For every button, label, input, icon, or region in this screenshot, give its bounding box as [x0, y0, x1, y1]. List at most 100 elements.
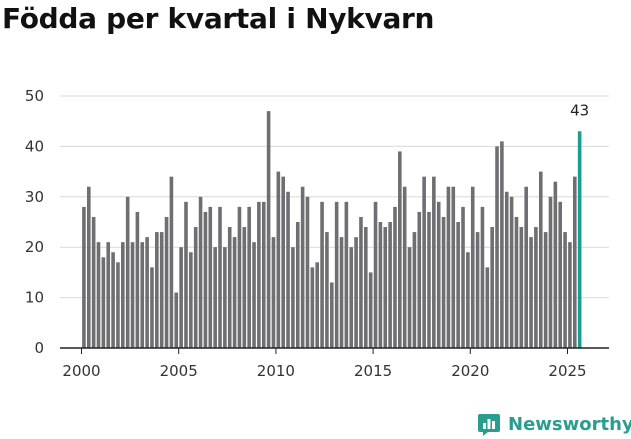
bar	[339, 237, 344, 348]
bar	[135, 211, 140, 348]
bar	[310, 267, 315, 348]
bar	[543, 232, 548, 348]
chart-icon	[478, 414, 500, 436]
bar	[432, 176, 436, 348]
bar	[218, 206, 222, 348]
bar	[368, 272, 373, 348]
bar	[295, 222, 300, 348]
bar	[130, 242, 135, 348]
bar	[271, 237, 276, 348]
bar	[232, 237, 237, 348]
bar	[184, 201, 188, 348]
bar	[223, 247, 227, 348]
bar	[325, 232, 329, 348]
bar	[490, 227, 494, 348]
bar-latest	[577, 131, 582, 348]
bar	[86, 186, 91, 348]
bar	[155, 232, 159, 348]
bar	[193, 227, 198, 348]
bar	[534, 227, 538, 348]
bar	[427, 211, 431, 348]
bar	[568, 242, 572, 348]
bar	[261, 201, 266, 348]
bar	[189, 252, 193, 348]
bar	[364, 227, 368, 348]
bar	[407, 247, 412, 348]
bar	[572, 176, 577, 348]
bar	[208, 206, 213, 348]
bar	[116, 262, 120, 348]
bar	[106, 242, 111, 348]
bar	[524, 186, 528, 348]
bar	[286, 191, 290, 348]
bar	[480, 206, 485, 348]
bar	[252, 242, 256, 348]
bar	[159, 232, 164, 348]
bar	[461, 206, 465, 348]
bar	[538, 171, 543, 348]
x-tick-label: 2000	[62, 362, 100, 380]
bar	[344, 201, 349, 348]
bar	[388, 222, 392, 348]
bar	[125, 196, 130, 348]
bar	[354, 237, 358, 348]
bar	[96, 242, 101, 348]
bar	[320, 201, 324, 348]
bar	[242, 227, 247, 348]
highlight-value-label: 43	[570, 101, 589, 119]
bar	[276, 171, 281, 348]
bar	[485, 267, 490, 348]
y-tick-label: 10	[25, 289, 44, 307]
brand-name: Newsworthy	[508, 413, 631, 435]
x-tick-label: 2005	[160, 362, 198, 380]
bar	[198, 196, 203, 348]
bar	[412, 232, 417, 348]
bar	[422, 176, 426, 348]
bar	[466, 252, 470, 348]
bar	[470, 186, 475, 348]
bar	[111, 252, 115, 348]
bar	[514, 216, 519, 348]
y-tick-label: 40	[25, 137, 44, 155]
bar	[495, 146, 499, 348]
bar	[305, 196, 310, 348]
bar	[300, 186, 305, 348]
bar	[500, 141, 504, 348]
bar	[417, 211, 422, 348]
bar	[179, 247, 183, 348]
bar	[329, 282, 334, 348]
bar	[451, 186, 456, 348]
bar	[91, 216, 96, 348]
y-tick-label: 20	[25, 238, 44, 256]
bar	[101, 257, 106, 348]
newsworthy-logo[interactable]: Newsworthy	[476, 409, 631, 439]
bar	[140, 242, 145, 348]
bar	[402, 186, 407, 348]
y-axis-ticks: 0 10 20 30 40 50	[25, 87, 44, 357]
bar	[237, 206, 242, 348]
bar	[436, 201, 441, 348]
bar	[529, 237, 533, 348]
bar-chart: 0 10 20 30 40 50 2000 2005 2010 2015 2020 2025 43	[25, 87, 609, 380]
chart-title: Födda per kvartal i Nykvarn	[2, 2, 435, 35]
bar	[475, 232, 480, 348]
bar	[227, 227, 232, 348]
bar	[563, 232, 567, 348]
bar	[446, 186, 451, 348]
bar	[213, 247, 217, 348]
bar	[145, 237, 149, 348]
y-tick-label: 0	[34, 339, 44, 357]
y-tick-label: 30	[25, 188, 44, 206]
y-tick-label: 50	[25, 87, 44, 105]
bar	[169, 176, 174, 348]
x-tick-label: 2020	[451, 362, 489, 380]
bar	[519, 227, 524, 348]
x-tick-label: 2010	[257, 362, 295, 380]
x-tick-label: 2015	[354, 362, 392, 380]
bar	[203, 211, 208, 348]
bar	[383, 227, 388, 348]
bar	[504, 191, 509, 348]
bar	[349, 247, 354, 348]
bar	[456, 222, 460, 348]
bar	[247, 206, 251, 348]
